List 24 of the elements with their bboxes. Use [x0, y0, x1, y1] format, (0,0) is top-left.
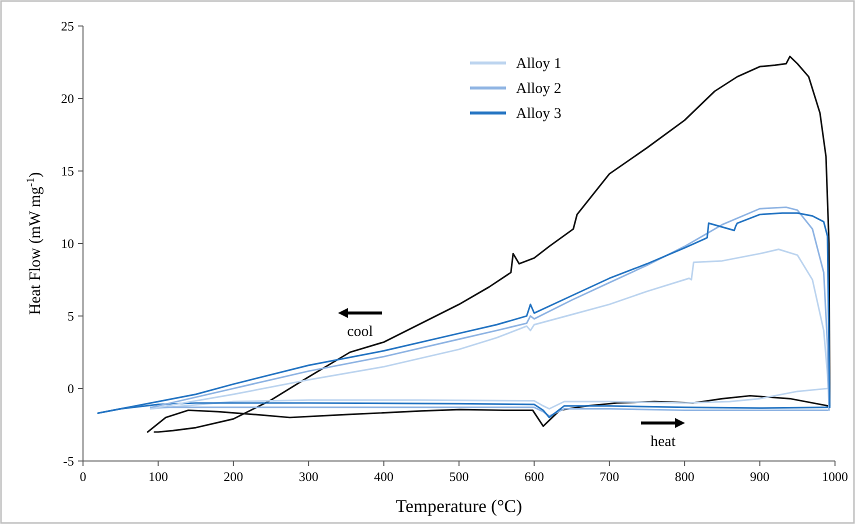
x-tick-label: 400 — [374, 469, 394, 484]
x-tick-label: 500 — [449, 469, 469, 484]
y-tick-label: -5 — [63, 454, 74, 468]
x-tick-label: 300 — [298, 469, 318, 484]
y-tick-label: 20 — [61, 91, 74, 106]
x-tick-label: 0 — [80, 469, 86, 484]
y-tick-label: 15 — [61, 164, 74, 178]
x-axis-title: Temperature (°C) — [396, 496, 522, 516]
annotation: cool — [347, 324, 373, 340]
legend-label: Alloy 3 — [516, 106, 562, 122]
x-tick-label: 700 — [600, 469, 620, 484]
x-tick-label: 800 — [674, 469, 694, 484]
y-tick-label: 0 — [68, 381, 74, 396]
y-tick-label: 25 — [61, 18, 74, 34]
x-tick-label: 900 — [750, 469, 770, 484]
x-tick-label: 100 — [148, 469, 168, 484]
legend-label: Alloy 1 — [516, 56, 562, 72]
x-tick-label: 200 — [224, 469, 244, 484]
legend-label: Alloy 2 — [516, 81, 562, 97]
y-tick-label: 5 — [68, 308, 74, 324]
y-tick-label: 10 — [61, 236, 74, 251]
x-tick-label: 600 — [524, 469, 544, 484]
annotation: heat — [650, 434, 676, 450]
x-tick-label: 1000 — [822, 469, 848, 484]
